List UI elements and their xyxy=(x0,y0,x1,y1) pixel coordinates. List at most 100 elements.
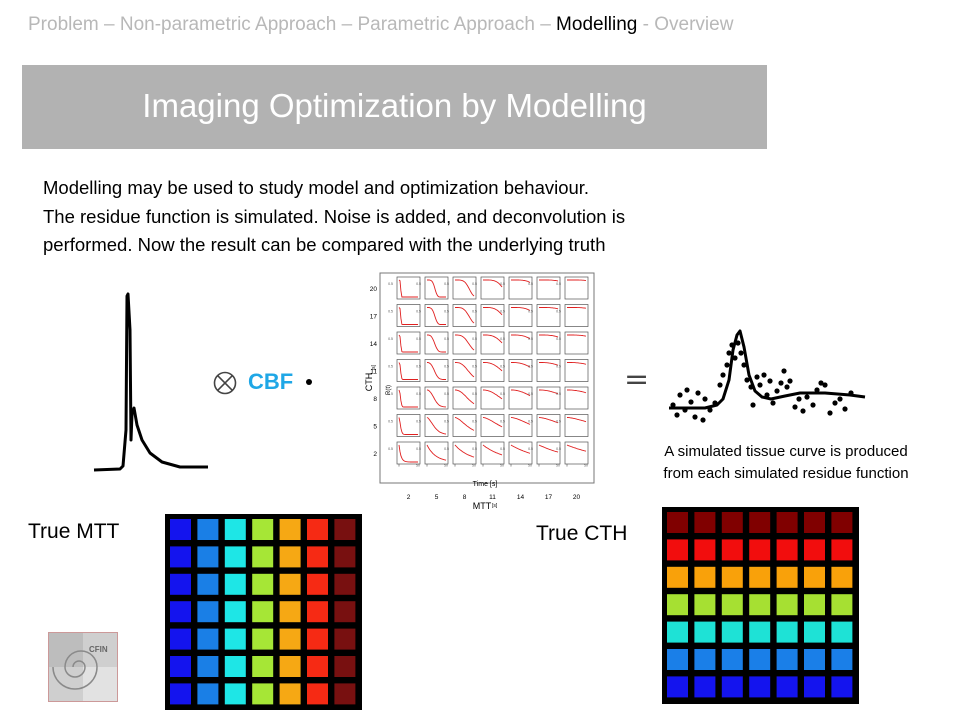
cth-cell xyxy=(804,621,825,643)
residue-curve xyxy=(483,279,503,288)
caption-line: A simulated tissue curve is produced xyxy=(664,443,908,460)
inner-x-tick: 50 xyxy=(556,464,560,468)
cfin-logo: CFIN xyxy=(48,632,118,702)
inner-y-tick: 0.5 xyxy=(444,282,449,286)
mtt-cell xyxy=(252,628,274,650)
inner-y-tick: 0.5 xyxy=(556,447,561,451)
breadcrumb-item-active[interactable]: Modelling xyxy=(556,14,638,35)
inner-y-tick: 0.5 xyxy=(472,392,477,396)
inner-y-tick: 0.5 xyxy=(528,310,533,314)
residue-panel xyxy=(452,304,477,327)
cth-cell xyxy=(721,676,743,698)
inner-x-tick: 0 xyxy=(566,464,568,468)
inner-y-tick: 0.5 xyxy=(528,447,533,451)
body-text: Modelling may be used to study model and… xyxy=(43,174,625,260)
residue-curve xyxy=(539,389,559,395)
residue-panel xyxy=(536,304,561,327)
multiply-dot xyxy=(306,379,312,385)
residue-curve xyxy=(482,417,503,428)
convolution-symbol xyxy=(213,371,237,395)
inner-y-tick: 0.5 xyxy=(472,282,477,286)
residue-curve xyxy=(398,389,418,408)
mtt-cell xyxy=(224,573,246,595)
residue-panel xyxy=(424,414,449,437)
residue-panel xyxy=(396,359,421,382)
cth-cell xyxy=(667,594,688,616)
residue-panel xyxy=(508,276,533,300)
mtt-cell xyxy=(334,519,356,540)
inner-y-tick: 0.5 xyxy=(500,282,505,286)
cth-cell xyxy=(804,512,825,533)
spiral-icon xyxy=(49,633,117,701)
tissue-sample-point xyxy=(700,417,706,423)
residue-panel xyxy=(396,331,421,355)
equals-sign: = xyxy=(624,362,650,397)
inner-y-tick: 0.5 xyxy=(444,365,449,369)
mtt-cell xyxy=(197,683,219,705)
true-cth-label: True CTH xyxy=(536,522,628,545)
residue-panel xyxy=(452,359,477,382)
cth-cell xyxy=(749,566,771,588)
inner-y-tick: 0.5 xyxy=(556,420,561,424)
tissue-sample-point xyxy=(741,362,747,368)
residue-panel xyxy=(424,276,449,300)
residue-curve xyxy=(511,334,531,340)
true-cth-grid xyxy=(662,507,859,704)
cth-cell xyxy=(749,649,771,670)
cth-cell xyxy=(749,676,771,698)
inner-x-tick: 50 xyxy=(500,464,504,468)
residue-panel xyxy=(480,386,505,410)
tissue-sample-point xyxy=(848,390,854,396)
cth-cell xyxy=(667,512,688,533)
residue-panel xyxy=(424,331,449,355)
body-line: performed. Now the result can be compare… xyxy=(43,234,606,255)
cth-cell xyxy=(694,566,716,588)
residue-curve xyxy=(455,334,475,351)
residue-curve xyxy=(455,279,475,297)
residue-panel xyxy=(508,386,533,410)
inner-y-tick: 0.5 xyxy=(444,392,449,396)
cth-cell xyxy=(831,676,853,698)
residue-curve xyxy=(398,334,418,353)
inner-y-tick: 0.5 xyxy=(416,447,421,451)
inner-y-tick: 0.5 xyxy=(416,310,421,314)
inner-x-tick: 50 xyxy=(528,464,532,468)
tissue-sample-point xyxy=(770,400,776,406)
breadcrumb-item[interactable]: Problem – Non-parametric Approach – Para… xyxy=(28,14,551,35)
residue-curve xyxy=(539,279,559,282)
mtt-cell xyxy=(307,656,328,677)
mtt-cell xyxy=(170,519,191,540)
residue-curve xyxy=(483,334,503,344)
tissue-sample-point xyxy=(732,355,738,361)
residue-curve xyxy=(482,444,503,456)
residue-curve xyxy=(511,279,531,283)
breadcrumb-item[interactable]: - Overview xyxy=(642,14,734,35)
residue-panel xyxy=(480,414,505,437)
residue-curve xyxy=(539,362,559,366)
residue-curve xyxy=(455,307,475,324)
tissue-sample-point xyxy=(767,378,773,384)
tissue-sample-point xyxy=(754,374,760,380)
mtt-cell xyxy=(252,519,274,540)
residue-curve xyxy=(539,307,559,310)
residue-panel xyxy=(536,359,561,382)
inner-y-tick: 0.5 xyxy=(388,310,393,314)
residue-curve xyxy=(567,417,587,423)
mtt-cell xyxy=(170,628,191,650)
residue-curve xyxy=(398,279,418,298)
tissue-sample-point xyxy=(707,407,713,413)
residue-curve xyxy=(538,417,559,424)
cth-cell xyxy=(749,539,771,561)
inner-y-tick: 0.5 xyxy=(444,447,449,451)
mtt-cell xyxy=(334,601,356,623)
residue-curve xyxy=(567,334,587,337)
inner-y-tick: 0.5 xyxy=(416,420,421,424)
mtt-cell xyxy=(224,546,246,568)
mtt-cell xyxy=(170,601,191,623)
mtt-cell xyxy=(279,546,301,568)
mtt-cell xyxy=(197,546,219,568)
residue-curve xyxy=(427,334,446,353)
cth-cell xyxy=(804,539,825,561)
tissue-sample-point xyxy=(744,377,750,383)
mtt-cell xyxy=(307,601,328,623)
